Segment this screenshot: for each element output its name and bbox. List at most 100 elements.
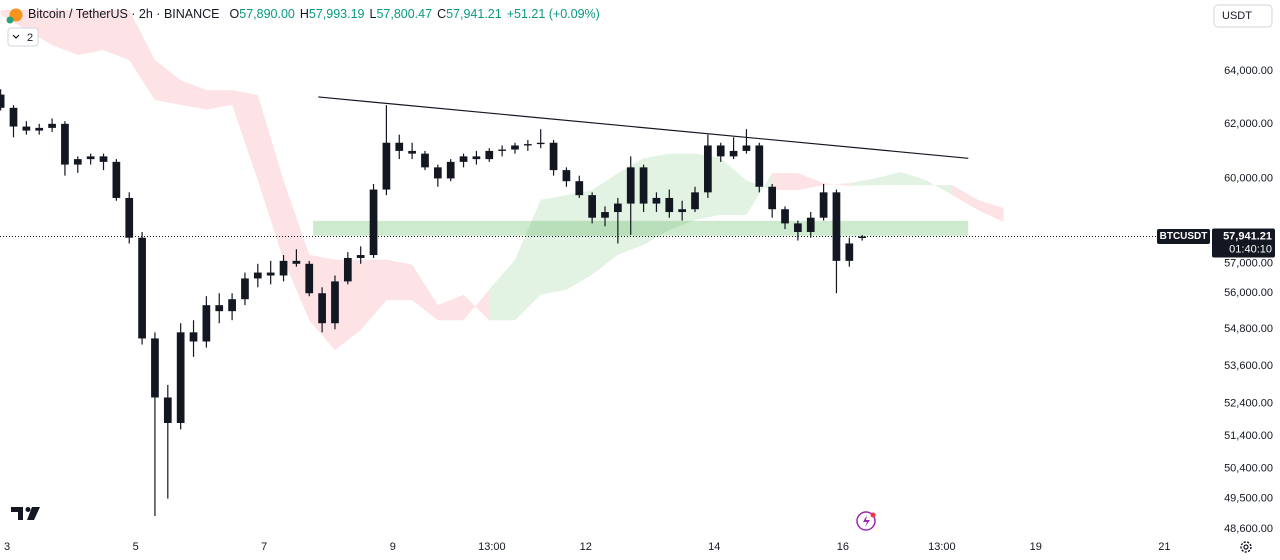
y-tick-label: 54,800.00 [1224,323,1273,335]
candle-body [652,197,661,204]
candle-body [433,167,442,179]
currency-dropdown[interactable] [1213,4,1273,28]
cloud-segment [900,172,927,186]
x-tick-label: 13:00 [928,541,956,553]
ohlc-value: 57,993.19 [309,7,365,21]
cloud-segment [720,158,747,215]
candle-body [189,332,198,342]
candle-body [819,192,828,218]
cloud-segment [566,190,593,290]
countdown: 01:40:10 [1229,243,1272,255]
price-tag-bg [1212,228,1275,258]
y-tick-label: 53,600.00 [1224,360,1273,372]
candle-body [138,237,146,339]
cloud-segment [514,199,541,321]
chevron-icon [12,34,20,39]
candle-body [22,126,31,131]
cloud-segment [232,90,258,181]
candle-body [755,145,764,187]
mark-layer [0,89,969,516]
candle-body [742,145,751,151]
candle-body [241,278,249,300]
candle-body [716,145,725,157]
y-tick-label: 51,400.00 [1224,430,1273,442]
cloud-segment [154,60,181,105]
quote-logo [6,16,14,24]
candle-body [151,338,159,398]
candle-body [305,263,314,294]
cloud-segment [463,289,490,321]
x-tick-label: 7 [261,541,267,553]
candle-body [48,123,56,128]
candle-body [395,142,404,151]
candle-body [9,107,18,127]
candle-body [498,149,506,151]
price-tag: 57,941.21 [1223,230,1272,242]
cloud-segment [875,172,901,186]
change-value: +51.21 (+0.09%) [507,7,600,21]
y-tick-label: 60,000.00 [1224,172,1273,184]
candle-body [176,332,185,423]
candle-body [575,181,584,196]
candle-body [729,150,738,157]
candle-body [562,170,571,182]
cloud-segment [823,183,850,186]
ohlc-key: C [437,7,446,21]
candle-body [318,293,326,324]
cloud-segment [129,9,155,101]
candle-body [369,189,378,256]
cloud-segment [77,9,104,55]
y-tick-label: 57,000.00 [1224,258,1273,270]
ohlc-value: 57,890.00 [239,7,295,21]
cloud-segment [52,9,78,55]
cloud-segment [797,173,824,191]
cloud-segment [746,173,773,215]
candle-body [99,156,108,162]
candle-body [794,223,802,232]
candle-body [614,203,622,213]
candle-body [215,305,224,312]
y-tick-label: 48,600.00 [1224,523,1273,535]
candle-body [511,145,519,150]
symbol-name: Bitcoin / TetherUS · 2h · BINANCE [28,7,220,21]
ohlc-value: 57,800.47 [376,7,432,21]
candle-body [691,192,699,210]
candle-body [163,397,172,423]
x-tick-label: 14 [708,541,720,553]
ohlc-key: O [230,7,240,21]
candle-body [61,123,69,165]
x-tick-label: 16 [837,541,849,553]
candle-body [639,167,648,204]
indicators-count: 2 [27,32,33,44]
settings-icon[interactable] [1240,541,1252,553]
candle-body [626,167,635,204]
candle-body [382,142,391,190]
indicators-toggle[interactable] [7,27,39,47]
candle-body [459,156,468,162]
cloud-segment [926,180,953,196]
candle-body [125,197,134,238]
y-tick-label: 49,500.00 [1224,492,1273,504]
header: Bitcoin / TetherUS · 2h · BINANCE O57,890… [28,7,600,21]
axis-layer: 64,000.00 62,000.00 60,000.00 57,000.00 56,0… [0,65,1275,553]
candle-body [73,159,82,165]
currency-label: USDT [1222,10,1252,22]
candle-body [253,272,262,279]
x-tick-label: 12 [580,541,592,553]
candle-body [845,243,854,261]
candle-body [446,161,455,179]
candle-body [536,142,545,145]
candle-body [832,192,841,261]
cloud-segment [977,199,1004,222]
cloud-segment [103,9,130,61]
candle-body [279,260,288,276]
cloud-segment [849,178,876,186]
alert-icon[interactable] [856,511,876,531]
candle-body [472,156,481,160]
candle-body [549,142,558,171]
y-tick-label: 50,400.00 [1224,462,1273,474]
cloud-segment [180,80,207,110]
candle-body [331,281,339,324]
